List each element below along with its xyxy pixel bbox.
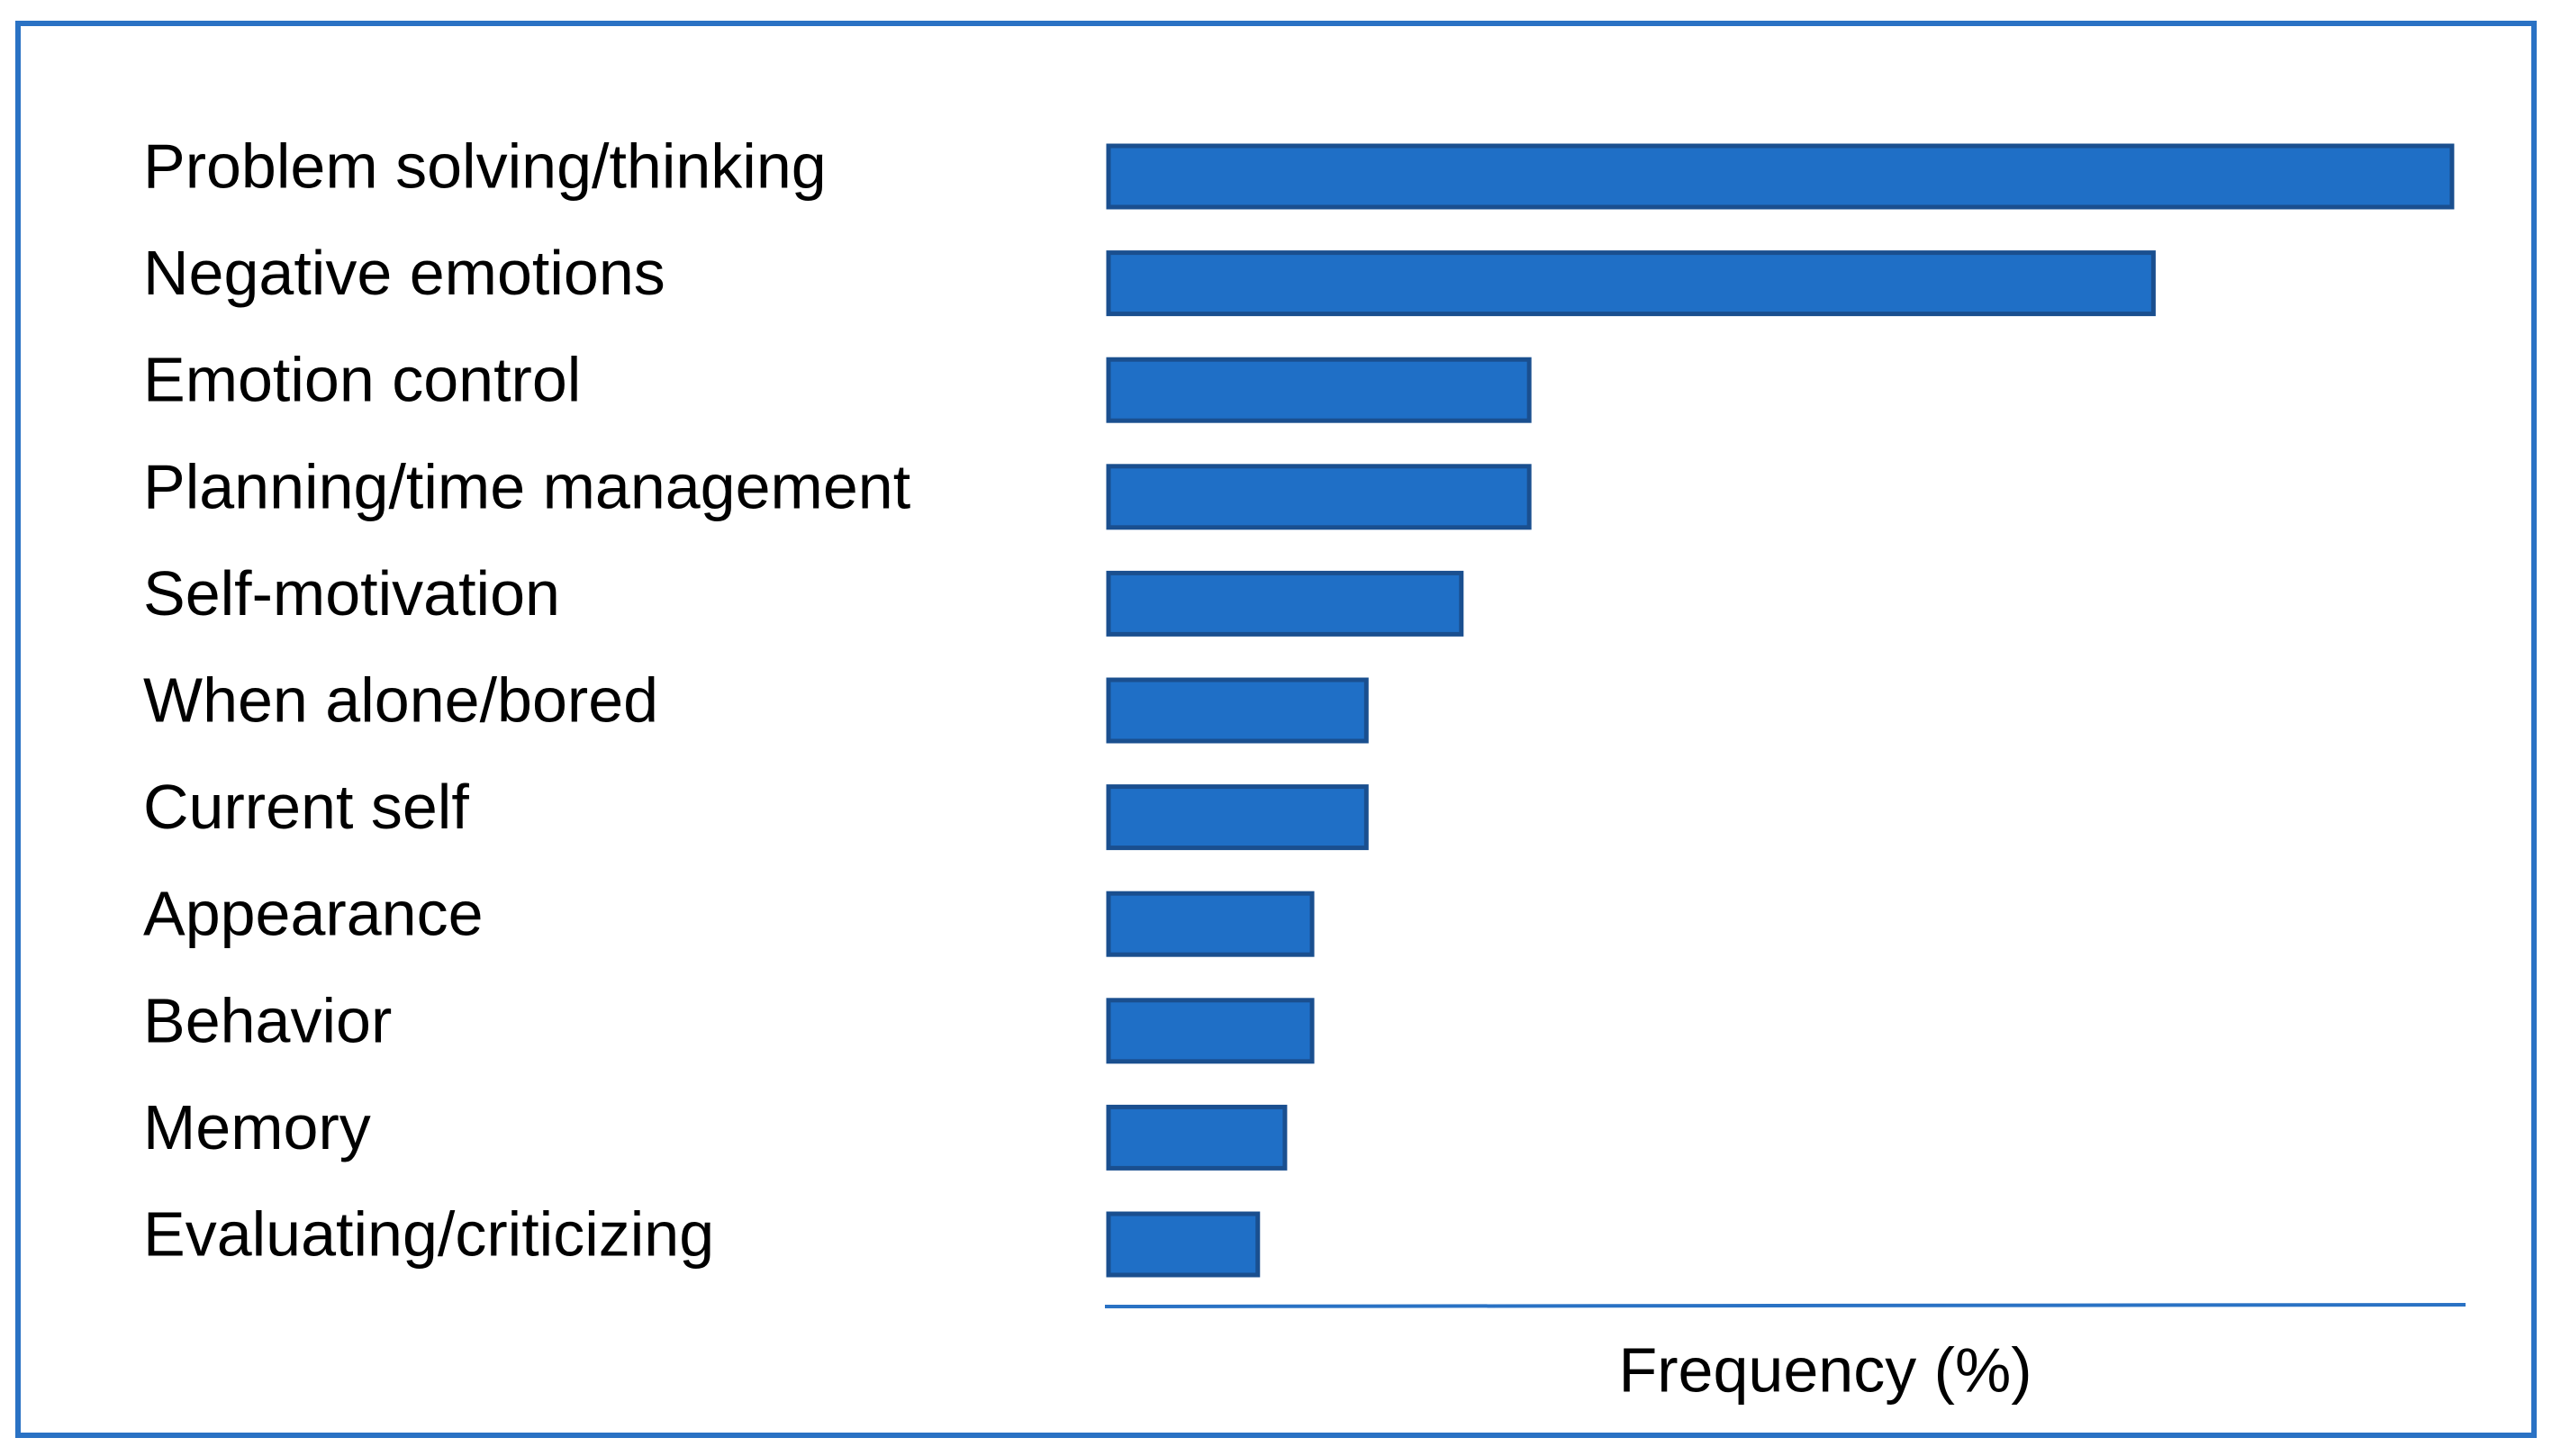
- bar: [1106, 891, 1315, 957]
- x-axis: [1104, 1303, 2466, 1308]
- y-tick-label: Appearance: [143, 879, 484, 949]
- bar: [1106, 143, 2455, 210]
- y-tick-label: Negative emotions: [143, 238, 665, 308]
- bar: [1106, 1211, 1261, 1278]
- bar: [1106, 250, 2156, 317]
- bar: [1106, 784, 1369, 851]
- y-tick-label: Problem solving/thinking: [143, 131, 827, 201]
- y-tick-label: Evaluating/criticizing: [143, 1198, 714, 1269]
- bar: [1106, 1104, 1288, 1171]
- y-tick-label: Memory: [143, 1092, 371, 1162]
- x-axis-label: Frequency (%): [1618, 1334, 2032, 1405]
- bar: [1106, 357, 1532, 423]
- bar: [1106, 677, 1369, 744]
- y-tick-label: Self-motivation: [143, 558, 560, 629]
- y-tick-label: Behavior: [143, 985, 392, 1055]
- bar: [1106, 464, 1532, 530]
- bar: [1106, 998, 1315, 1064]
- y-tick-label: Emotion control: [143, 345, 581, 415]
- y-tick-label: Planning/time management: [143, 451, 910, 521]
- y-tick-label: When alone/bored: [143, 665, 658, 735]
- y-tick-label: Current self: [143, 772, 469, 842]
- bar: [1106, 570, 1464, 637]
